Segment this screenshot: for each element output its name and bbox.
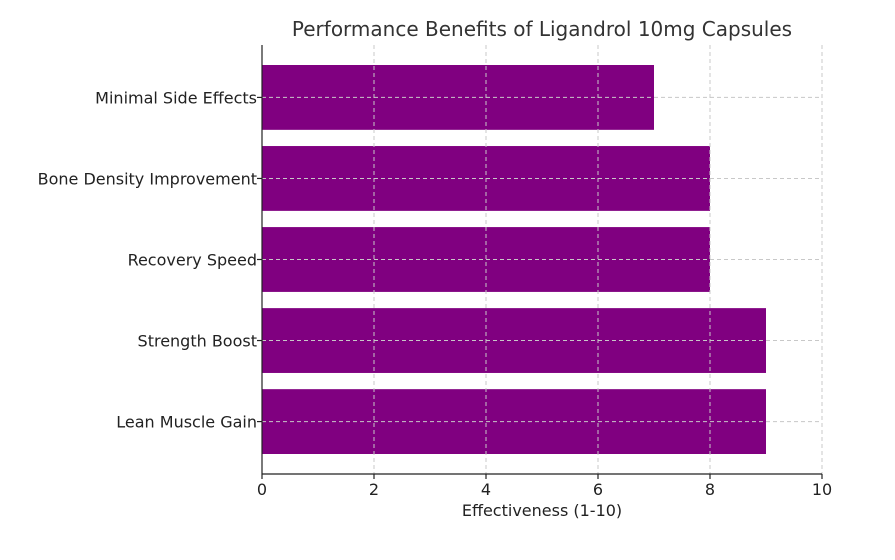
chart-title: Performance Benefits of Ligandrol 10mg C… (292, 17, 792, 41)
x-tick-label: 10 (812, 480, 832, 499)
x-tick-label: 0 (257, 480, 267, 499)
y-ticks: Lean Muscle Gain Strength Boost Recovery S… (38, 88, 262, 432)
y-tick-label: Minimal Side Effects (95, 88, 257, 107)
bars (262, 45, 823, 474)
x-tick-label: 2 (369, 480, 379, 499)
x-tick-label: 6 (593, 480, 603, 499)
y-tick-label: Recovery Speed (128, 251, 257, 270)
y-tick-label: Lean Muscle Gain (116, 413, 257, 432)
x-axis-label: Effectiveness (1-10) (462, 501, 622, 520)
y-tick-label: Strength Boost (138, 332, 257, 351)
y-tick-label: Bone Density Improvement (38, 169, 257, 188)
x-tick-label: 4 (481, 480, 491, 499)
x-ticks: 0 2 4 6 8 10 (257, 474, 832, 499)
x-tick-label: 8 (705, 480, 715, 499)
